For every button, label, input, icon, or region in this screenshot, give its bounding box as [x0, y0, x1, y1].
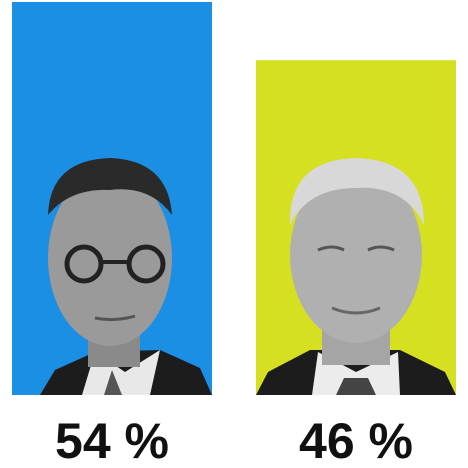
value-labels: 54 % 46 %	[55, 413, 413, 468]
mouth	[94, 314, 136, 322]
tie	[336, 378, 376, 395]
portrait-right	[256, 158, 456, 395]
mouth	[331, 306, 381, 315]
value-label: 46 %	[299, 413, 413, 468]
eyes	[317, 245, 395, 252]
value-label: 54 %	[55, 413, 169, 468]
tie	[104, 370, 122, 395]
face	[48, 170, 172, 346]
face	[290, 167, 422, 343]
portrait-left	[40, 158, 212, 395]
hair	[48, 158, 172, 215]
hair	[289, 158, 424, 225]
